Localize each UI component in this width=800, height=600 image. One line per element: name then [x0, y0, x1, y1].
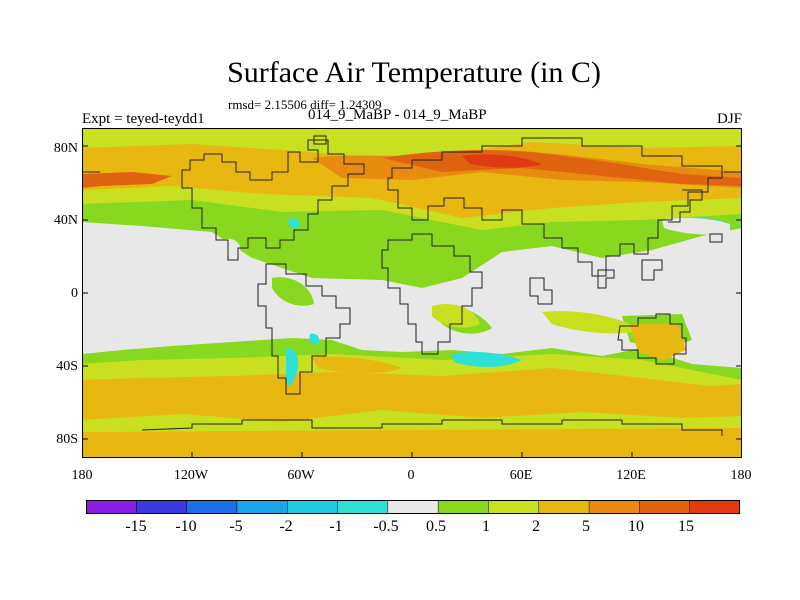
- cold-patch-south-atlantic: [309, 333, 320, 345]
- cold-patch-south-america: [286, 348, 299, 386]
- colorbar-cell: [236, 500, 288, 514]
- colorbar-label-neg15: -15: [125, 518, 147, 535]
- colorbar-cell: [387, 500, 439, 514]
- experiment-label: Expt = teyed-teydd1: [82, 111, 205, 127]
- cold-patch-south-indian: [452, 352, 522, 367]
- contour-band-north-green: [82, 128, 742, 158]
- colorbar-cell: [136, 500, 188, 514]
- stats-subtitle: rmsd= 2.15506 diff= 1.24309: [228, 97, 382, 112]
- axis-ticks: [82, 145, 742, 458]
- contour-band-north-hot-west: [82, 172, 172, 188]
- contour-band-neutral: [82, 222, 742, 368]
- x-label-60e: 60E: [509, 468, 533, 483]
- colorbar-label-1: 1: [482, 518, 490, 535]
- colorbar-label-neg2: -2: [279, 518, 293, 535]
- y-label-40s: 40S: [56, 359, 78, 374]
- runs-label: 014_9_MaBP - 014_9_MaBP: [308, 107, 487, 123]
- colorbar-cell: [186, 500, 238, 514]
- colorbar-label-15: 15: [678, 518, 694, 535]
- x-label-180w: 180: [71, 468, 93, 483]
- x-label-180e: 180: [730, 468, 752, 483]
- y-label-80s: 80S: [56, 432, 78, 447]
- contour-band-south-green: [82, 410, 742, 432]
- x-label-0: 0: [407, 468, 415, 483]
- temperature-map: [82, 128, 742, 458]
- season-label: DJF: [716, 111, 742, 127]
- colorbar-cell: [639, 500, 691, 514]
- y-label-80n: 80N: [53, 141, 78, 156]
- neutral-pocket-atlantic: [222, 238, 241, 255]
- colorbar-label-10: 10: [628, 518, 644, 535]
- map-title: Surface Air Temperature (in C): [227, 56, 601, 89]
- colorbar-label-neg1: -1: [329, 518, 343, 535]
- green-pocket-4: [272, 277, 314, 306]
- colorbar-label-2: 2: [532, 518, 540, 535]
- x-label-120e: 120E: [616, 468, 646, 483]
- colorbar-label-neg10: -10: [175, 518, 197, 535]
- y-label-0: 0: [71, 286, 78, 301]
- warm-patch-africa: [432, 304, 480, 328]
- colorbar-cell: [689, 500, 740, 514]
- green-pocket-5: [542, 311, 642, 334]
- warm-patch-south: [312, 356, 402, 374]
- colorbar-label-05: 0.5: [426, 518, 446, 535]
- x-label-60w: 60W: [287, 468, 315, 483]
- warm-patch-australia: [630, 324, 686, 360]
- colorbar-cell: [488, 500, 540, 514]
- colorbar-label-5: 5: [582, 518, 590, 535]
- cold-patch-north-atlantic: [288, 218, 300, 229]
- colorbar-label-neg5: -5: [229, 518, 243, 535]
- contour-band-north-hottest: [462, 154, 542, 168]
- colorbar-cell: [437, 500, 490, 514]
- coastlines: [82, 135, 742, 436]
- colorbar: [86, 500, 740, 514]
- colorbar-cell: [538, 500, 590, 514]
- colorbar-label-neg05: -0.5: [373, 518, 399, 535]
- green-pocket-1: [232, 236, 352, 265]
- colorbar-cell: [337, 500, 389, 514]
- colorbar-cell: [86, 500, 138, 514]
- colorbar-cell: [588, 500, 641, 514]
- x-label-120w: 120W: [173, 468, 209, 483]
- colorbar-cell: [286, 500, 339, 514]
- y-label-40n: 40N: [53, 213, 78, 228]
